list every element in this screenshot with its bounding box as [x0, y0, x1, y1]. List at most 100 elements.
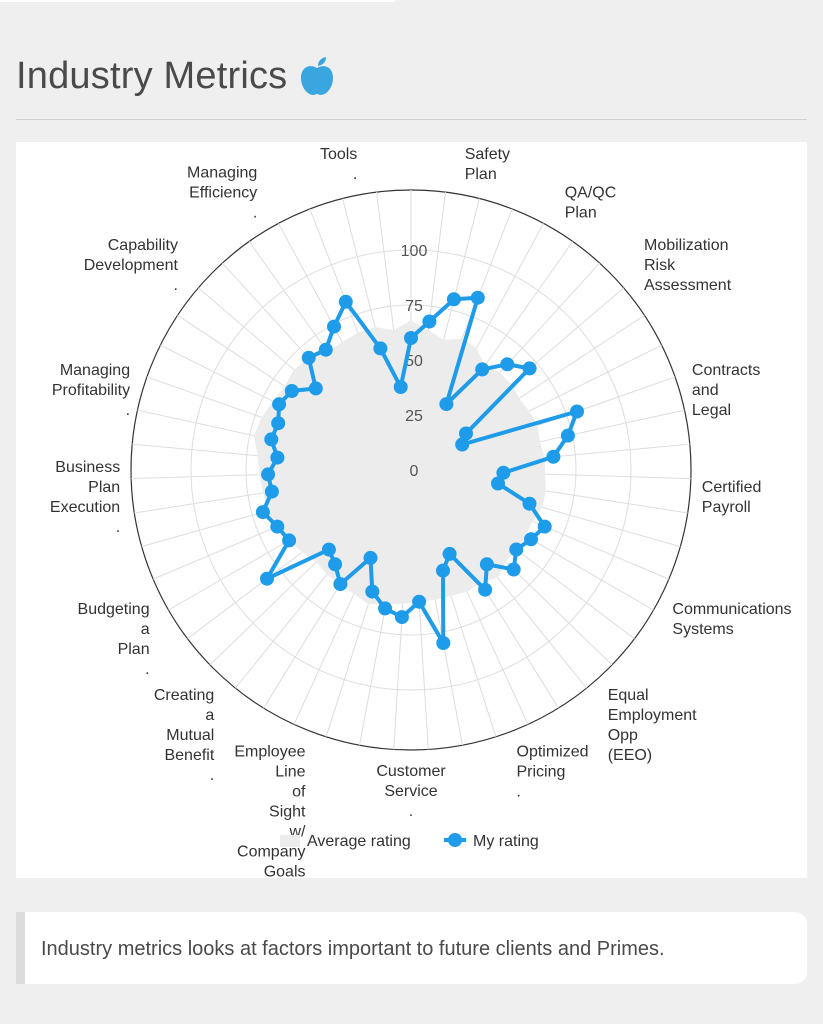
legend-my-label[interactable]: My rating	[473, 833, 539, 850]
my-rating-point[interactable]	[264, 432, 279, 447]
my-rating-point[interactable]	[560, 428, 575, 443]
axis-label: Customer Service.	[376, 763, 446, 820]
tick-label: 100	[401, 243, 428, 260]
axis-label-line: Optimized	[517, 743, 589, 760]
axis-label: Certified Payroll	[702, 479, 762, 516]
my-rating-point[interactable]	[479, 557, 494, 572]
axis-label-line: Contracts	[692, 362, 760, 379]
my-rating-point[interactable]	[500, 357, 515, 372]
my-rating-point[interactable]	[378, 601, 393, 616]
my-rating-point[interactable]	[270, 450, 285, 465]
axis-label-line: .	[409, 803, 413, 820]
my-rating-point[interactable]	[446, 292, 461, 307]
my-rating-point[interactable]	[496, 465, 511, 480]
my-rating-point[interactable]	[270, 519, 285, 534]
my-rating-point[interactable]	[546, 449, 561, 464]
my-rating-point[interactable]	[363, 550, 378, 565]
axis-label-line: Line	[275, 763, 305, 780]
axis-label-line: Efficiency	[189, 185, 257, 202]
axis-label-line: Certified	[702, 479, 762, 496]
my-rating-point[interactable]	[439, 397, 454, 412]
my-rating-point[interactable]	[284, 384, 299, 398]
my-rating-point[interactable]	[333, 577, 348, 592]
my-rating-point[interactable]	[478, 582, 493, 597]
axis-label: Managing Efficiency.	[187, 165, 257, 222]
axis-label: Budgeting a Plan.	[78, 601, 150, 678]
axis-label-line: Budgeting	[78, 601, 150, 618]
axis-label-line: Development	[84, 257, 179, 274]
my-rating-point[interactable]	[570, 404, 584, 419]
axis-label: Communications Systems	[672, 601, 791, 638]
my-rating-layer	[255, 290, 584, 650]
tick-label: 75	[405, 298, 423, 315]
axis-label-line: Payroll	[702, 499, 751, 516]
my-rating-point[interactable]	[522, 496, 537, 511]
my-rating-point[interactable]	[455, 437, 470, 452]
my-rating-point[interactable]	[442, 546, 457, 561]
axis-label-line: a	[205, 707, 214, 724]
my-rating-point[interactable]	[422, 314, 437, 329]
my-rating-point[interactable]	[459, 426, 473, 441]
axis-label: Optimized Pricing.	[517, 743, 589, 800]
axis-label-line: Business	[292, 142, 357, 143]
my-rating-point[interactable]	[522, 361, 537, 376]
axis-label: Mobilization Risk Assessment	[644, 237, 732, 294]
my-rating-point[interactable]	[537, 519, 552, 534]
my-rating-point[interactable]	[393, 380, 408, 394]
my-rating-point[interactable]	[491, 476, 505, 491]
my-rating-point[interactable]	[412, 594, 427, 609]
my-rating-point[interactable]	[255, 505, 270, 520]
axis-label-line: Mobilization	[644, 237, 728, 254]
chart-card: 0 25 50 75 100 Safety Plan QA/QC Plan Mobilizati…	[16, 142, 807, 878]
my-rating-point[interactable]	[404, 331, 418, 345]
my-rating-point[interactable]	[509, 542, 524, 557]
info-note-text: Industry metrics looks at factors import…	[41, 938, 665, 960]
my-rating-point[interactable]	[436, 563, 450, 578]
my-rating-point[interactable]	[394, 610, 409, 625]
axis-label: Contracts and Legal	[692, 362, 760, 419]
axis-label-line: of	[292, 783, 306, 800]
axis-label: Equal Employment Opp (EEO)	[608, 687, 697, 764]
my-rating-point[interactable]	[338, 294, 353, 309]
my-rating-point[interactable]	[301, 350, 316, 365]
axis-label-line: QA/QC	[565, 185, 617, 202]
axis-label-line: Execution	[50, 499, 120, 516]
axis-label-line: .	[126, 402, 130, 419]
axis-label-line: Business	[55, 459, 120, 476]
axis-label-line: Systems	[672, 621, 733, 638]
axis-label-line: .	[145, 661, 149, 678]
my-rating-point[interactable]	[272, 397, 287, 412]
my-rating-point[interactable]	[321, 542, 336, 557]
axis-label-line: Managing	[60, 362, 130, 379]
my-rating-point[interactable]	[260, 571, 274, 586]
axis-label-line: .	[517, 783, 521, 800]
my-rating-point[interactable]	[282, 533, 297, 548]
my-rating-point[interactable]	[373, 341, 388, 356]
my-rating-point[interactable]	[318, 342, 333, 357]
my-rating-point[interactable]	[271, 416, 286, 431]
my-rating-point[interactable]	[327, 319, 341, 334]
legend-average-label[interactable]: Average rating	[307, 833, 411, 850]
tick-labels: 0 25 50 75 100	[401, 243, 428, 480]
axis-label-line: .	[253, 205, 257, 222]
legend-my-swatch-dot[interactable]	[448, 833, 462, 847]
my-rating-point[interactable]	[328, 557, 343, 572]
average-rating-area	[254, 320, 546, 605]
axis-label-line: and	[692, 382, 719, 399]
axis-label-line: Employment	[608, 707, 697, 724]
axis-label-line: Creating	[154, 687, 214, 704]
my-rating-point[interactable]	[524, 532, 538, 547]
my-rating-point[interactable]	[261, 467, 276, 482]
my-rating-point[interactable]	[264, 484, 279, 499]
axis-label-line: Profitability	[52, 382, 130, 399]
axis-label-line: Equal	[608, 687, 649, 704]
legend-average-swatch[interactable]	[280, 835, 300, 847]
my-rating-point[interactable]	[470, 290, 485, 305]
my-rating-point[interactable]	[506, 562, 521, 577]
my-rating-point[interactable]	[365, 584, 380, 599]
my-rating-point[interactable]	[308, 381, 323, 396]
my-rating-point[interactable]	[475, 362, 490, 377]
axis-label: Safety Plan	[465, 146, 510, 183]
axis-label-line: .	[174, 277, 178, 294]
my-rating-point[interactable]	[436, 636, 451, 650]
